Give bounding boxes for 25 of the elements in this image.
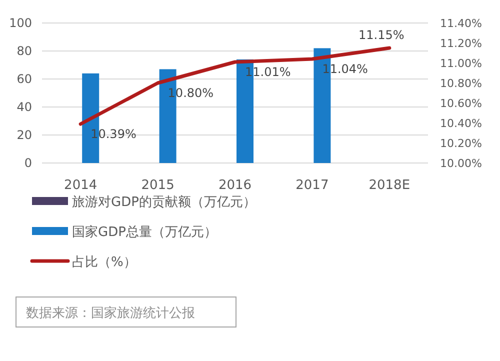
x-tick-label: 2014 bbox=[64, 178, 98, 193]
y2-tick-label: 10.40% bbox=[440, 117, 482, 130]
y2-tick-label: 11.00% bbox=[440, 57, 482, 70]
data-label: 11.15% bbox=[358, 28, 404, 42]
y2-tick-label: 10.80% bbox=[440, 77, 482, 90]
y2-tick-label: 10.00% bbox=[440, 157, 482, 170]
x-tick-label: 2018E bbox=[368, 178, 410, 193]
y-tick-label: 100 bbox=[9, 16, 32, 30]
line-series bbox=[78, 46, 392, 126]
source-note: 数据来源：国家旅游统计公报 bbox=[26, 305, 195, 321]
y-tick-label: 60 bbox=[16, 72, 32, 86]
legend-label: 占比（%） bbox=[72, 255, 136, 270]
y2-tick-label: 11.40% bbox=[440, 17, 482, 30]
x-tick-label: 2016 bbox=[218, 178, 252, 193]
x-tick-label: 2015 bbox=[141, 178, 174, 193]
legend-label: 旅游对GDP的贡献额（万亿元） bbox=[72, 195, 256, 210]
y2-tick-label: 10.20% bbox=[440, 137, 482, 150]
legend-label: 国家GDP总量（万亿元） bbox=[72, 224, 217, 240]
y-tick-label: 40 bbox=[16, 100, 32, 114]
y-tick-label: 0 bbox=[24, 156, 32, 170]
y2-tick-label: 10.60% bbox=[440, 97, 482, 110]
y-tick-label: 20 bbox=[16, 128, 32, 142]
y2-tick-label: 11.20% bbox=[440, 37, 482, 50]
x-tick-label: 2017 bbox=[296, 178, 329, 193]
y-tick-label: 80 bbox=[16, 44, 32, 58]
